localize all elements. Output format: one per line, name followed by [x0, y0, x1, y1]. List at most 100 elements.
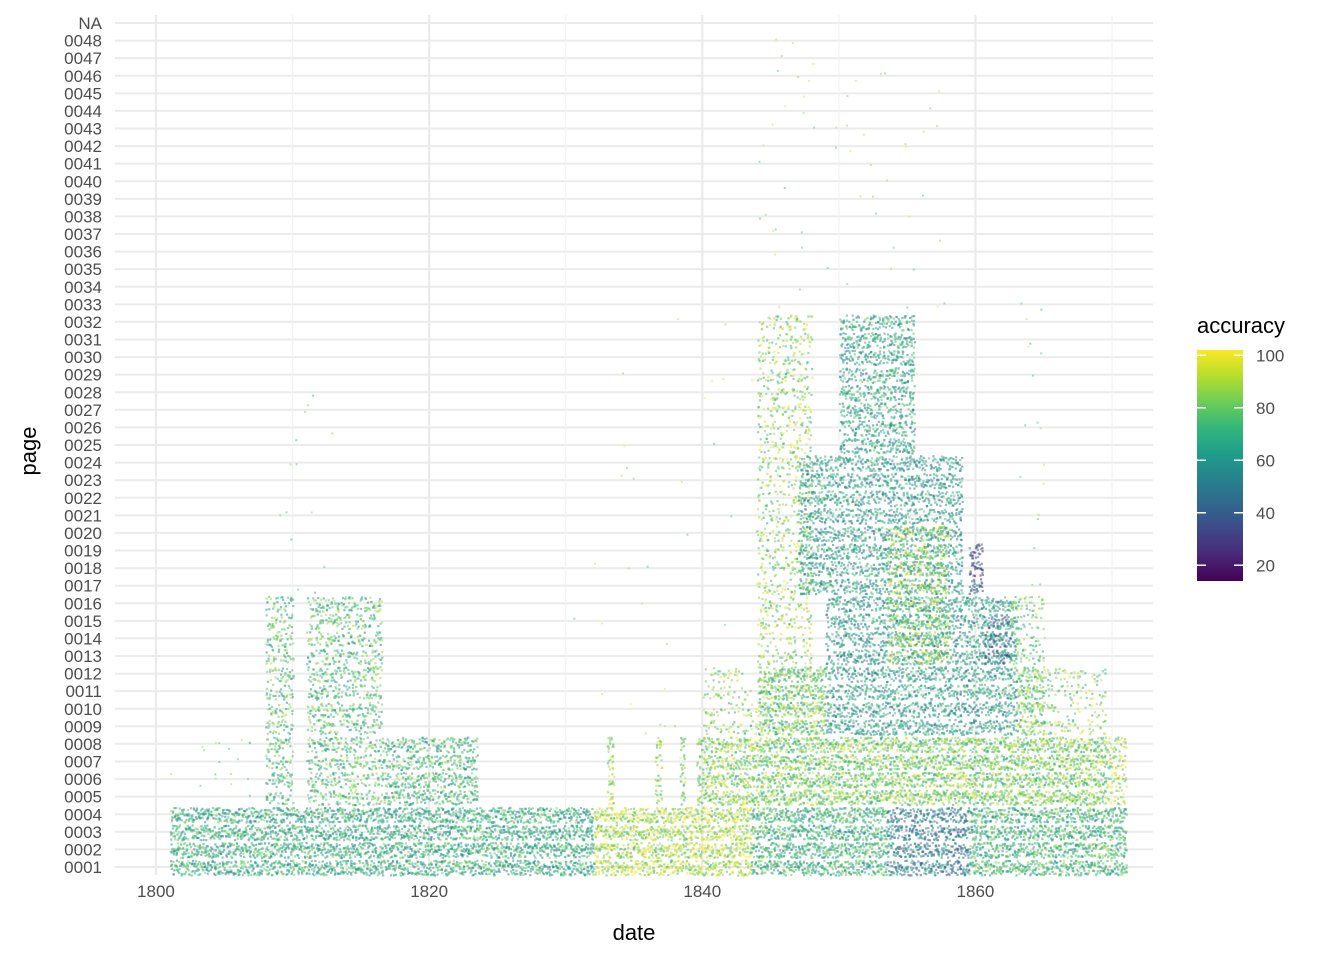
data-point	[436, 817, 438, 819]
data-point	[176, 860, 178, 862]
data-point	[747, 851, 749, 853]
data-point	[334, 816, 336, 818]
data-point	[525, 813, 527, 815]
data-point	[374, 808, 376, 810]
data-point	[222, 835, 224, 837]
data-point	[512, 860, 514, 862]
data-point	[742, 835, 744, 837]
data-point	[726, 871, 728, 873]
data-point	[685, 867, 687, 869]
data-point	[383, 821, 385, 823]
data-point	[419, 825, 421, 827]
data-point	[171, 843, 173, 845]
data-point	[388, 852, 390, 854]
data-point	[709, 857, 711, 859]
data-point	[249, 820, 251, 822]
data-point	[201, 835, 203, 837]
data-point	[551, 847, 553, 849]
data-point	[303, 838, 305, 840]
data-point	[475, 870, 477, 872]
data-point	[241, 808, 243, 810]
data-point	[453, 870, 455, 872]
data-point	[562, 832, 564, 834]
data-point	[408, 828, 410, 830]
data-point	[493, 869, 495, 871]
data-point	[442, 809, 444, 811]
data-point	[184, 873, 186, 875]
data-point	[307, 853, 309, 855]
data-point	[425, 829, 427, 831]
data-point	[269, 816, 271, 818]
data-point	[461, 834, 463, 836]
data-point	[611, 849, 613, 851]
data-point	[486, 855, 488, 857]
data-point	[467, 865, 469, 867]
data-point	[509, 814, 511, 816]
data-point	[463, 813, 465, 815]
data-point	[671, 867, 673, 869]
data-point	[556, 833, 558, 835]
data-point	[547, 833, 549, 835]
data-point	[709, 839, 711, 841]
data-point	[522, 828, 524, 830]
data-point	[173, 832, 175, 834]
data-point	[378, 871, 380, 873]
data-point	[216, 864, 218, 866]
data-point	[193, 819, 195, 821]
data-point	[238, 820, 240, 822]
data-point	[214, 834, 216, 836]
data-point	[649, 865, 651, 867]
data-point	[605, 826, 607, 828]
data-point	[544, 832, 546, 834]
data-point	[494, 871, 496, 873]
data-point	[657, 837, 659, 839]
data-point	[185, 871, 187, 873]
data-point	[427, 838, 429, 840]
data-point	[607, 870, 609, 872]
data-point	[664, 870, 666, 872]
data-point	[500, 818, 502, 820]
data-point	[497, 825, 499, 827]
data-point	[290, 860, 292, 862]
data-point	[222, 872, 224, 874]
data-point	[242, 853, 244, 855]
data-point	[529, 822, 531, 824]
data-point	[279, 866, 281, 868]
data-point	[214, 867, 216, 869]
data-point	[454, 844, 456, 846]
data-point	[533, 831, 535, 833]
data-point	[204, 863, 206, 865]
data-point	[386, 850, 388, 852]
data-point	[541, 813, 543, 815]
data-point	[570, 816, 572, 818]
data-point	[569, 835, 571, 837]
data-point	[673, 831, 675, 833]
data-point	[461, 853, 463, 855]
data-point	[325, 874, 327, 876]
data-point	[248, 807, 250, 809]
data-point	[607, 852, 609, 854]
data-point	[368, 874, 370, 876]
data-point	[283, 873, 285, 875]
data-point	[718, 850, 720, 852]
data-point	[564, 810, 566, 812]
data-point	[314, 852, 316, 854]
data-point	[595, 828, 597, 830]
data-point	[315, 864, 317, 866]
data-point	[631, 845, 633, 847]
data-point	[196, 808, 198, 810]
data-point	[311, 846, 313, 848]
data-point	[362, 825, 364, 827]
data-point	[415, 851, 417, 853]
data-point	[643, 867, 645, 869]
data-point	[556, 849, 558, 851]
data-point	[176, 852, 178, 854]
data-point	[446, 865, 448, 867]
data-point	[227, 825, 229, 827]
data-point	[253, 868, 255, 870]
data-point	[416, 831, 418, 833]
data-point	[431, 848, 433, 850]
data-point	[428, 814, 430, 816]
data-point	[498, 868, 500, 870]
data-point	[340, 837, 342, 839]
